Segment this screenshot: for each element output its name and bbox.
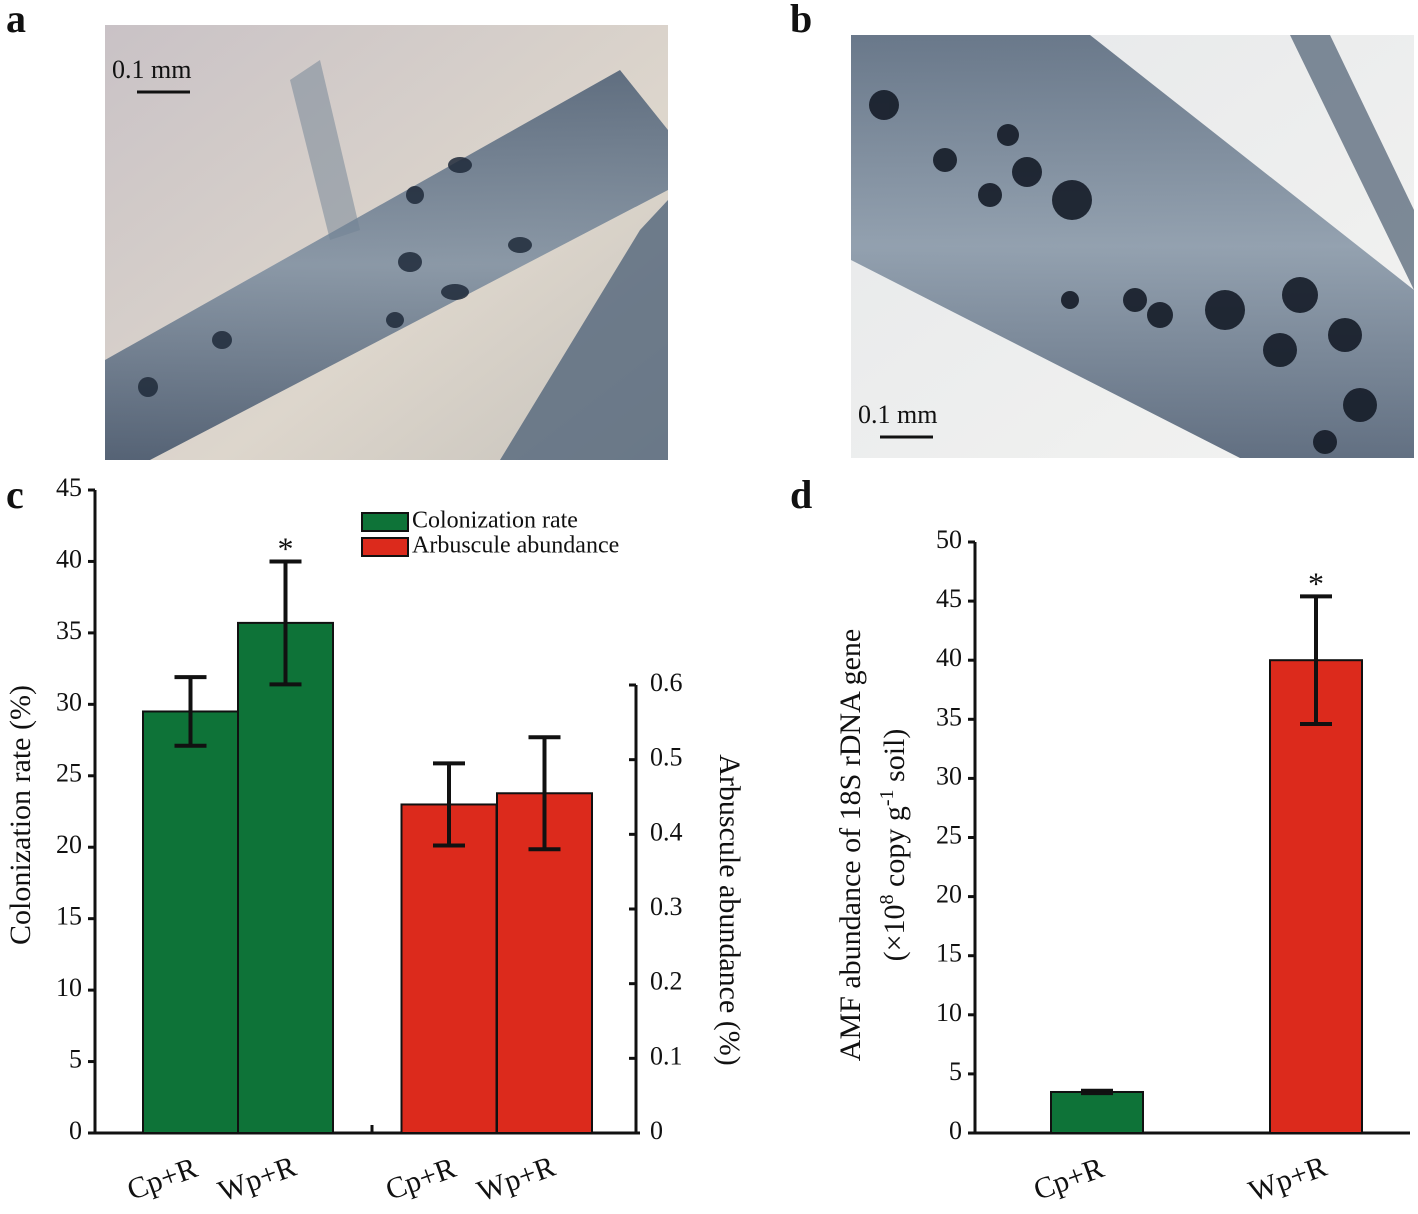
y-tick-label: 15 (56, 902, 82, 931)
x-tick-label: Cp+R (123, 1151, 202, 1207)
bar (1269, 659, 1363, 1134)
panel-label: b (790, 0, 812, 41)
y-tick-label: 0 (949, 1116, 962, 1145)
error-bar (433, 761, 465, 848)
error-bar (269, 559, 302, 687)
y-axis-title-part: (×10 (878, 904, 911, 961)
scale-bar-label: 0.1 mm (112, 55, 191, 84)
y2-tick-label: 0.6 (650, 668, 683, 697)
y-axis-title-part: 8 (876, 894, 898, 904)
bar (237, 621, 334, 1134)
y2-tick-label: 0.5 (650, 743, 683, 772)
error-bar (1300, 594, 1332, 727)
error-bar (1081, 1088, 1113, 1096)
error-bar (174, 675, 207, 748)
legend-swatch (361, 537, 409, 557)
y2-tick-label: 0 (650, 1116, 663, 1145)
significance-marker: * (278, 530, 294, 566)
x-tick-label: Cp+R (1029, 1151, 1108, 1207)
y-tick-label: 45 (936, 584, 962, 613)
y-tick-label: 25 (936, 820, 962, 849)
panel-label: c (6, 472, 24, 517)
y-tick-label: 10 (56, 973, 82, 1002)
y2-tick-label: 0.2 (650, 967, 683, 996)
y-axis-title: Colonization rate (%) (4, 685, 37, 945)
y-axis-title: AMF abundance of 18S rDNA gene (834, 629, 867, 1061)
bar (142, 710, 239, 1134)
legend-label: Colonization rate (412, 508, 578, 534)
x-tick-label: Wp+R (214, 1150, 301, 1208)
y2-tick-label: 0.3 (650, 892, 683, 921)
y2-tick-label: 0.4 (650, 817, 683, 846)
y-tick-label: 50 (936, 525, 962, 554)
x-tick-label: Wp+R (473, 1150, 560, 1208)
y-tick-label: 30 (56, 687, 82, 716)
y2-axis-title: Arbuscule abundance (%) (713, 754, 746, 1066)
y-tick-label: 25 (56, 759, 82, 788)
y-axis-title: (×108 copy g-1 soil) (876, 729, 911, 962)
y-tick-label: 40 (936, 643, 962, 672)
y-tick-label: 15 (936, 939, 962, 968)
scale-bar-label: 0.1 mm (858, 400, 937, 429)
y-tick-label: 5 (949, 1057, 962, 1086)
bar (400, 803, 498, 1134)
panel-label: d (790, 472, 812, 517)
error-bar (528, 735, 561, 852)
micrograph-b (851, 35, 1414, 458)
y-tick-label: 20 (56, 830, 82, 859)
y-axis-title-part: -1 (876, 789, 898, 806)
y-tick-label: 35 (936, 702, 962, 731)
legend-label: Arbuscule abundance (412, 533, 619, 559)
y2-tick-label: 0.1 (650, 1041, 683, 1070)
y-tick-label: 40 (56, 544, 82, 573)
y-tick-label: 0 (69, 1116, 82, 1145)
x-tick-label: Cp+R (381, 1151, 460, 1207)
y-tick-label: 35 (56, 616, 82, 645)
y-tick-label: 45 (56, 473, 82, 502)
x-tick-label: Wp+R (1244, 1150, 1331, 1208)
y-tick-label: 10 (936, 998, 962, 1027)
y-tick-label: 20 (936, 880, 962, 909)
bar (1050, 1090, 1144, 1135)
micrograph-a (105, 25, 668, 460)
y-axis-title-part: soil) (878, 729, 911, 790)
y-axis-title-part: copy g (878, 806, 911, 894)
legend-swatch (361, 512, 409, 532)
y-tick-label: 30 (936, 761, 962, 790)
significance-marker: * (1308, 565, 1324, 601)
y-tick-label: 5 (69, 1045, 82, 1074)
panel-label: a (6, 0, 26, 41)
